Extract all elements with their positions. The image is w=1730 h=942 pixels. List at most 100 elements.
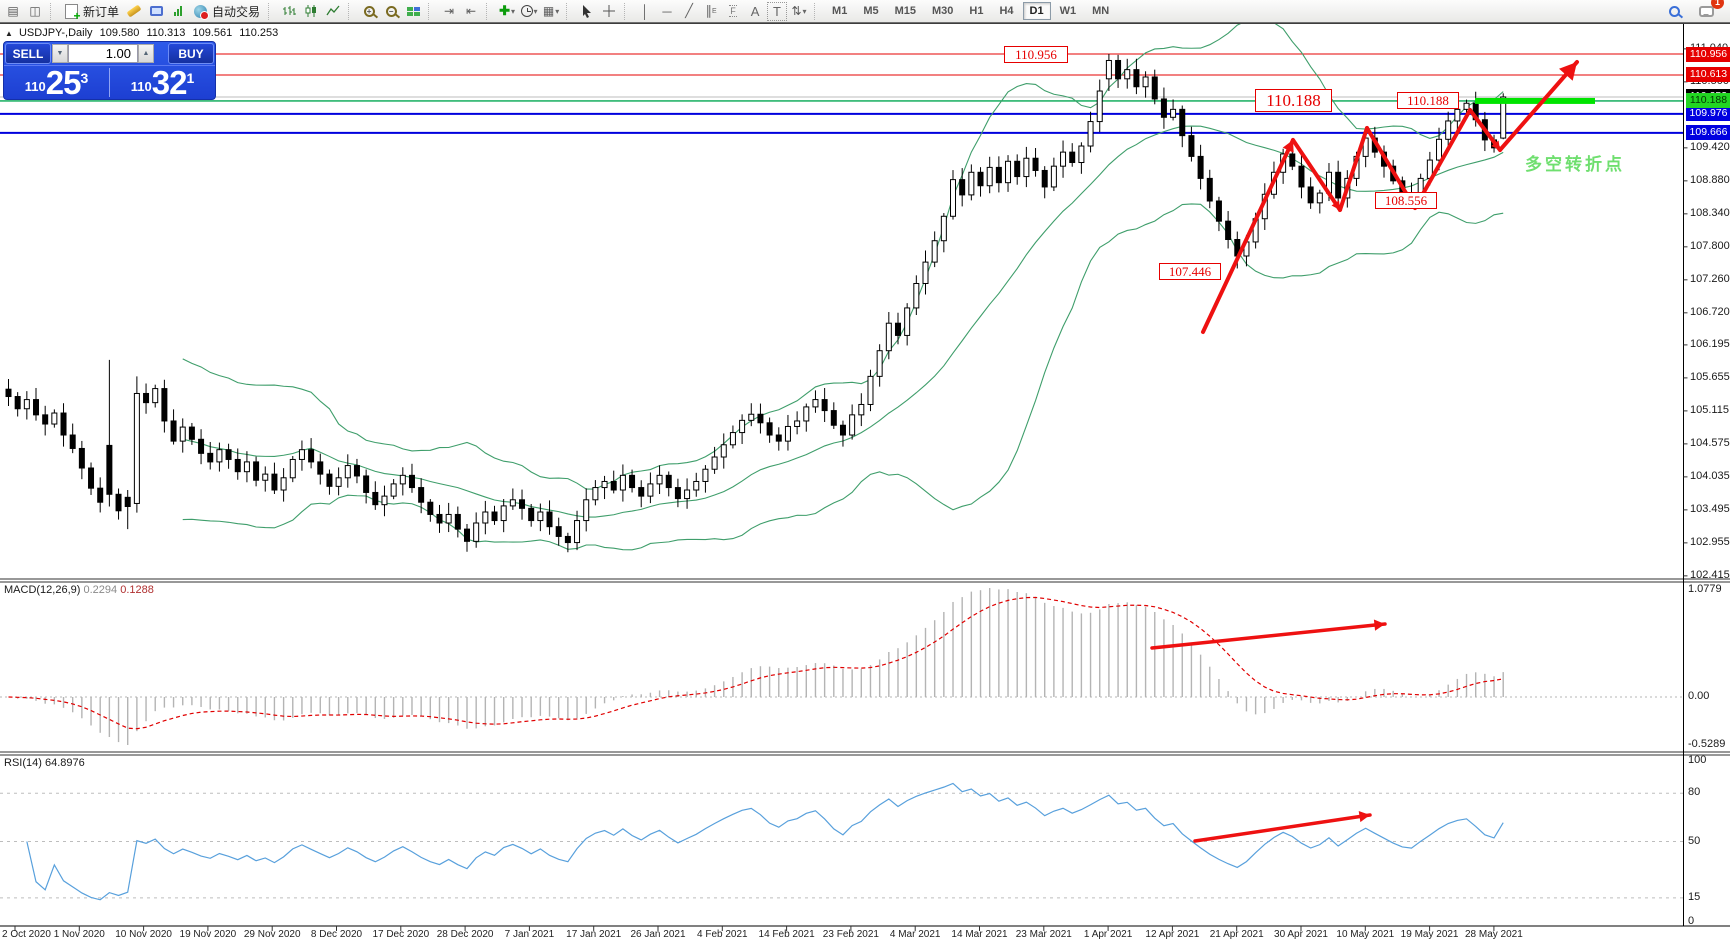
horizontal-line-icon[interactable]: ─ bbox=[662, 3, 672, 19]
volume-decrease-button[interactable]: ▼ bbox=[52, 44, 68, 63]
date-label: 1 Nov 2020 bbox=[53, 929, 105, 940]
candlestick-chart-icon[interactable] bbox=[301, 2, 321, 21]
quote-high: 110.313 bbox=[146, 27, 186, 39]
symbol-period: USDJPY-,Daily bbox=[18, 27, 93, 39]
price-callout-box[interactable]: 108.556 bbox=[1375, 192, 1437, 209]
rsi-level-label: 100 bbox=[1688, 754, 1707, 766]
toolbar-separator bbox=[428, 2, 435, 20]
timeframe-M15[interactable]: M15 bbox=[894, 5, 916, 17]
signal-icon[interactable] bbox=[168, 2, 188, 21]
new-order-icon[interactable] bbox=[61, 2, 81, 23]
date-label: 4 Feb 2021 bbox=[696, 929, 748, 940]
macd-max-label: 1.0779 bbox=[1688, 583, 1722, 595]
indicators-icon[interactable]: ✚ ▾ bbox=[499, 3, 515, 18]
trendline-icon[interactable]: ╱ bbox=[685, 3, 693, 18]
price-line-label: 110.188 bbox=[1686, 93, 1730, 109]
date-label: 30 Apr 2021 bbox=[1274, 929, 1328, 940]
timeframe-W1[interactable]: W1 bbox=[1059, 5, 1077, 17]
autotrading-icon[interactable] bbox=[190, 2, 210, 21]
price-tick-label: 107.260 bbox=[1690, 272, 1730, 285]
sell-button[interactable]: SELL bbox=[5, 43, 51, 64]
volume-input[interactable] bbox=[68, 44, 138, 63]
timeframe-M30[interactable]: M30 bbox=[932, 5, 954, 17]
date-label: 2 Oct 2020 bbox=[2, 929, 51, 940]
quote-close: 110.253 bbox=[239, 27, 279, 39]
cursor-icon[interactable] bbox=[577, 2, 597, 21]
vertical-line-icon[interactable]: │ bbox=[640, 3, 650, 19]
price-tick-label: 105.115 bbox=[1690, 403, 1729, 416]
price-callout-box[interactable]: 110.188 bbox=[1397, 92, 1459, 109]
toolbar-divider bbox=[0, 23, 1730, 24]
zoom-out-icon[interactable]: − bbox=[381, 2, 401, 21]
price-callout-box[interactable]: 110.956 bbox=[1004, 46, 1068, 63]
brush-icon[interactable] bbox=[124, 2, 144, 21]
new-chart-icon[interactable]: ▤ bbox=[7, 4, 19, 18]
turning-point-note: 多空转折点 bbox=[1525, 155, 1625, 174]
new-order-button[interactable]: 新订单 bbox=[83, 4, 120, 19]
date-label: 28 Dec 2020 bbox=[436, 929, 494, 940]
profiles-icon[interactable]: ◫ bbox=[29, 4, 41, 18]
quote-bar: ▲ USDJPY-,Daily 109.580 110.313 109.561 … bbox=[5, 27, 282, 39]
periods-icon[interactable]: ▾ bbox=[519, 2, 539, 21]
price-tick-label: 102.415 bbox=[1690, 568, 1730, 581]
date-label: 10 Nov 2020 bbox=[115, 929, 172, 940]
sell-price[interactable]: 110 25 3 bbox=[4, 66, 109, 99]
sell-price-point: 3 bbox=[80, 70, 89, 86]
toolbar-separator bbox=[566, 2, 573, 20]
up-triangle-icon: ▲ bbox=[5, 29, 13, 38]
buy-button[interactable]: BUY bbox=[168, 43, 214, 64]
timeframe-MN[interactable]: MN bbox=[1092, 5, 1110, 17]
rsi-level-label: 0 bbox=[1688, 915, 1695, 927]
terminal-icon[interactable] bbox=[146, 2, 166, 21]
quote-low: 109.561 bbox=[192, 27, 233, 39]
zoom-in-icon[interactable]: + bbox=[359, 2, 379, 21]
toolbar-separator bbox=[348, 2, 355, 20]
price-line-label: 110.956 bbox=[1686, 46, 1730, 62]
tile-windows-icon[interactable] bbox=[403, 2, 423, 21]
date-label: 8 Dec 2020 bbox=[310, 929, 363, 940]
bar-chart-icon[interactable] bbox=[279, 2, 299, 21]
timeframe-D1[interactable]: D1 bbox=[1022, 2, 1051, 20]
price-tick-label: 109.420 bbox=[1690, 140, 1730, 153]
volume-increase-button[interactable]: ▲ bbox=[138, 44, 154, 63]
crosshair-icon[interactable] bbox=[599, 2, 619, 21]
timeframe-M1[interactable]: M1 bbox=[832, 5, 848, 17]
date-label: 26 Jan 2021 bbox=[630, 929, 686, 940]
price-callout-box[interactable]: 110.188 bbox=[1255, 89, 1332, 112]
date-label: 1 Apr 2021 bbox=[1083, 929, 1133, 940]
timeframe-H1[interactable]: H1 bbox=[969, 5, 984, 17]
arrows-tool-icon[interactable]: ⇅ ▾ bbox=[791, 4, 807, 18]
buy-price[interactable]: 110 32 1 bbox=[110, 66, 215, 99]
auto-scroll-icon[interactable]: ⇥ bbox=[444, 4, 455, 18]
timeframe-M5[interactable]: M5 bbox=[863, 5, 879, 17]
notifications-icon[interactable]: 1 bbox=[1696, 0, 1724, 21]
search-icon[interactable] bbox=[1664, 2, 1684, 21]
rsi-label: RSI(14) 64.8976 bbox=[4, 757, 85, 769]
text-label-icon[interactable]: T bbox=[767, 1, 788, 21]
text-icon[interactable]: A bbox=[750, 3, 760, 19]
one-click-trading-panel: SELL ▼ ▲ BUY 110 25 3 110 32 1 bbox=[3, 41, 216, 100]
autotrading-button[interactable]: 自动交易 bbox=[212, 4, 261, 19]
toolbar-separator bbox=[50, 2, 57, 20]
toolbar: ▤ ◫ 新订单 自动交易 + − ⇥ ⇤ ✚▾ ▾ ▦▾ bbox=[0, 0, 1730, 23]
date-label: 29 Nov 2020 bbox=[243, 929, 301, 940]
chart-shift-icon[interactable]: ⇤ bbox=[466, 4, 477, 18]
line-chart-icon[interactable] bbox=[323, 2, 343, 21]
date-label: 23 Feb 2021 bbox=[822, 929, 879, 940]
price-tick-label: 104.035 bbox=[1690, 469, 1730, 482]
channel-icon[interactable]: ∥ E bbox=[705, 3, 717, 18]
buy-price-big-figure: 110 bbox=[130, 79, 152, 94]
date-label: 14 Feb 2021 bbox=[758, 929, 815, 940]
date-label: 10 May 2021 bbox=[1336, 929, 1395, 940]
templates-icon[interactable]: ▦ ▾ bbox=[542, 4, 560, 18]
price-tick-label: 108.880 bbox=[1690, 173, 1730, 186]
toolbar-separator bbox=[268, 2, 275, 20]
fibonacci-icon[interactable]: F bbox=[729, 5, 737, 17]
toolbar-separator bbox=[814, 2, 821, 20]
macd-label: MACD(12,26,9) 0.2294 0.1288 bbox=[4, 584, 154, 596]
price-tick-label: 103.495 bbox=[1690, 502, 1730, 515]
price-tick-label: 107.800 bbox=[1690, 239, 1730, 252]
price-callout-box[interactable]: 107.446 bbox=[1159, 263, 1221, 280]
timeframe-H4[interactable]: H4 bbox=[999, 5, 1014, 17]
